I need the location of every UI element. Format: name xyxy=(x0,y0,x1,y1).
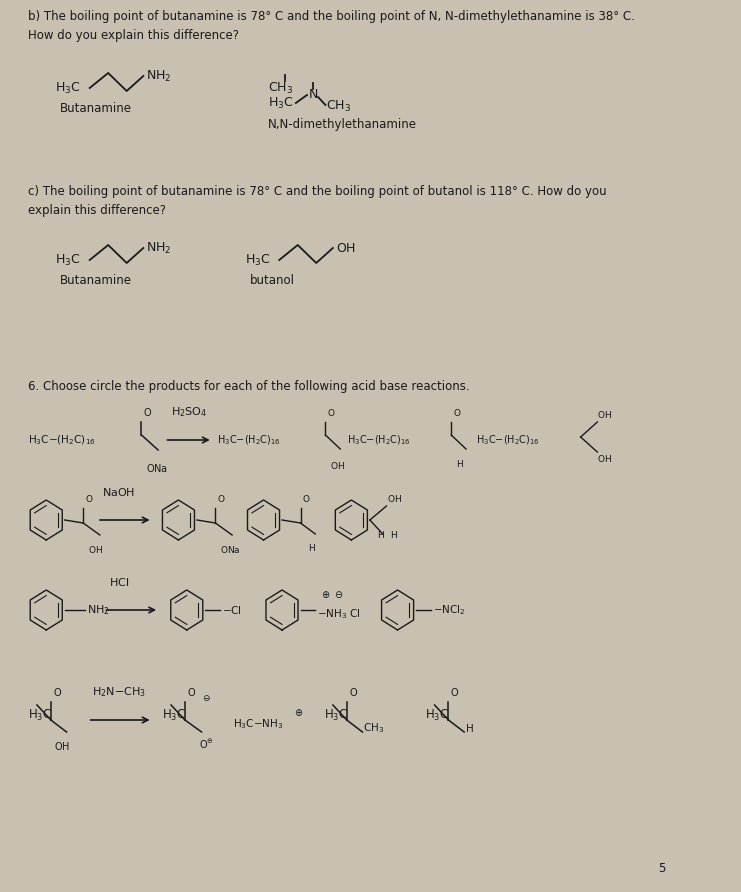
Text: $\mathrm{CH_3}$: $\mathrm{CH_3}$ xyxy=(326,98,351,113)
Text: $\mathrm{H_3C}$: $\mathrm{H_3C}$ xyxy=(324,707,348,723)
Text: $\mathrm{H}$: $\mathrm{H}$ xyxy=(465,722,473,734)
Text: c) The boiling point of butanamine is 78° C and the boiling point of butanol is : c) The boiling point of butanamine is 78… xyxy=(27,185,606,217)
Text: $\mathrm{NH_2}$: $\mathrm{NH_2}$ xyxy=(87,603,110,617)
Text: $\mathrm{H_3C}$: $\mathrm{H_3C}$ xyxy=(425,707,450,723)
Text: $\mathrm{NH_2}$: $\mathrm{NH_2}$ xyxy=(146,69,172,84)
Text: $\mathrm{H_3C}$: $\mathrm{H_3C}$ xyxy=(27,707,52,723)
Text: $\mathrm{H_3C{-}(H_2C)_{16}}$: $\mathrm{H_3C{-}(H_2C)_{16}}$ xyxy=(476,434,540,447)
Text: $\mathrm{-NCl_2}$: $\mathrm{-NCl_2}$ xyxy=(433,603,465,617)
Text: $\mathrm{NaOH}$: $\mathrm{NaOH}$ xyxy=(102,486,135,498)
Text: 5: 5 xyxy=(658,862,665,875)
Text: $\mathrm{H}$: $\mathrm{H}$ xyxy=(391,529,398,540)
Text: $\mathrm{H_3C{-}(H_2C)_{16}}$: $\mathrm{H_3C{-}(H_2C)_{16}}$ xyxy=(27,434,96,447)
Text: $\mathrm{OH}$: $\mathrm{OH}$ xyxy=(388,492,402,503)
Text: $\mathrm{H_3C}$: $\mathrm{H_3C}$ xyxy=(56,80,81,95)
Text: $\mathrm{H}$: $\mathrm{H}$ xyxy=(377,529,385,540)
Text: $\mathrm{OH}$: $\mathrm{OH}$ xyxy=(330,460,345,471)
Text: $\mathrm{H_3C}$: $\mathrm{H_3C}$ xyxy=(162,707,186,723)
Text: $\mathrm{O}$: $\mathrm{O}$ xyxy=(451,686,459,698)
Text: Butanamine: Butanamine xyxy=(60,102,132,115)
Text: $\mathrm{H_3C}$: $\mathrm{H_3C}$ xyxy=(268,95,293,111)
Text: $\mathrm{HCl}$: $\mathrm{HCl}$ xyxy=(109,576,129,588)
Text: $\mathrm{H_2N{-}CH_3}$: $\mathrm{H_2N{-}CH_3}$ xyxy=(93,685,146,699)
Text: Butanamine: Butanamine xyxy=(60,274,132,287)
Text: $\mathrm{OH}$: $\mathrm{OH}$ xyxy=(336,242,356,254)
Text: $\mathrm{O}$: $\mathrm{O}$ xyxy=(85,493,93,504)
Text: $\mathrm{O}$: $\mathrm{O}$ xyxy=(348,686,358,698)
Text: $\mathrm{CH_3}$: $\mathrm{CH_3}$ xyxy=(363,721,385,735)
Text: $\mathrm{OH}$: $\mathrm{OH}$ xyxy=(597,452,612,464)
Text: $\mathrm{H_3C{-}(H_2C)_{16}}$: $\mathrm{H_3C{-}(H_2C)_{16}}$ xyxy=(347,434,411,447)
Text: $\mathrm{CH_3}$: $\mathrm{CH_3}$ xyxy=(268,80,293,95)
Text: $\mathrm{H_2SO_4}$: $\mathrm{H_2SO_4}$ xyxy=(171,405,207,419)
Text: $\mathrm{O}$: $\mathrm{O}$ xyxy=(302,493,311,504)
Text: $\mathrm{ONa}$: $\mathrm{ONa}$ xyxy=(220,544,241,555)
Text: $\mathrm{O}$: $\mathrm{O}$ xyxy=(217,493,226,504)
Text: $\mathrm{O}$: $\mathrm{O}$ xyxy=(328,407,336,418)
Text: $\mathrm{H}$: $\mathrm{H}$ xyxy=(456,458,464,469)
Text: $\mathrm{H_3C{-}NH_3}$: $\mathrm{H_3C{-}NH_3}$ xyxy=(233,717,284,731)
Text: $\mathrm{H}$: $\mathrm{H}$ xyxy=(308,542,316,553)
Text: $\mathrm{H_3C}$: $\mathrm{H_3C}$ xyxy=(245,252,270,268)
Text: $\mathrm{O}^{\ominus}$: $\mathrm{O}^{\ominus}$ xyxy=(199,738,213,751)
Text: $\mathrm{O}$: $\mathrm{O}$ xyxy=(53,686,62,698)
Text: $\mathrm{N}$: $\mathrm{N}$ xyxy=(308,87,318,101)
Text: $\mathrm{O}$: $\mathrm{O}$ xyxy=(453,407,462,418)
Text: $\ominus$: $\ominus$ xyxy=(202,693,210,703)
Text: N,N-dimethylethanamine: N,N-dimethylethanamine xyxy=(268,118,417,131)
Text: $\mathrm{-Cl}$: $\mathrm{-Cl}$ xyxy=(222,604,242,616)
Text: $\mathrm{O}$: $\mathrm{O}$ xyxy=(143,406,153,418)
Text: $\mathrm{NH_2}$: $\mathrm{NH_2}$ xyxy=(146,241,172,255)
Text: $\mathrm{-NH_3\ Cl}$: $\mathrm{-NH_3\ Cl}$ xyxy=(317,607,361,621)
Text: butanol: butanol xyxy=(250,274,295,287)
Text: $\oplus$: $\oplus$ xyxy=(294,706,303,717)
Text: $\mathrm{OH}$: $\mathrm{OH}$ xyxy=(597,409,612,419)
Text: $\mathrm{O}$: $\mathrm{O}$ xyxy=(187,686,196,698)
Text: $\oplus\ \ominus$: $\oplus\ \ominus$ xyxy=(321,590,343,600)
Text: $\mathrm{H_3C}$: $\mathrm{H_3C}$ xyxy=(56,252,81,268)
Text: $\mathrm{ONa}$: $\mathrm{ONa}$ xyxy=(146,462,168,474)
Text: $\mathrm{H_3C{-}(H_2C)_{16}}$: $\mathrm{H_3C{-}(H_2C)_{16}}$ xyxy=(217,434,281,447)
Text: 6. Choose circle the products for each of the following acid base reactions.: 6. Choose circle the products for each o… xyxy=(27,380,469,393)
Text: $\mathrm{OH}$: $\mathrm{OH}$ xyxy=(88,544,103,555)
Text: $\mathrm{OH}$: $\mathrm{OH}$ xyxy=(53,740,70,752)
Text: b) The boiling point of butanamine is 78° C and the boiling point of N, N-dimeth: b) The boiling point of butanamine is 78… xyxy=(27,10,634,42)
